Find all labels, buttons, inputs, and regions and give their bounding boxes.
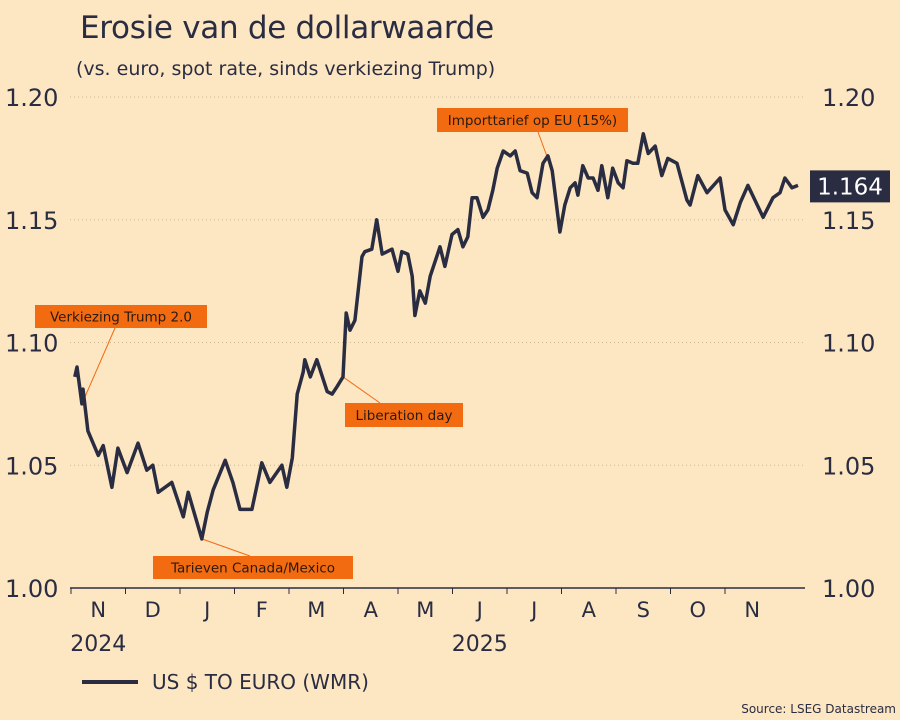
annotation-box — [153, 556, 353, 579]
annotation-leader — [342, 376, 381, 404]
y-tick-label-right: 1.15 — [822, 207, 875, 235]
last-value-box — [810, 170, 890, 203]
y-tick-label-right: 1.00 — [822, 575, 875, 603]
annotation-label: Importtarief op EU (15%) — [448, 113, 617, 129]
x-tick-label: S — [637, 598, 650, 622]
y-tick-label-right: 1.10 — [822, 330, 875, 358]
y-tick-label-left: 1.05 — [5, 452, 58, 480]
x-tick-label: N — [744, 598, 760, 622]
series-line-usd-euro — [73, 132, 799, 541]
annotation-box — [35, 305, 207, 328]
x-tick-label: A — [364, 598, 379, 622]
y-tick-label-left: 1.15 — [5, 207, 58, 235]
y-tick-label-right: 1.05 — [822, 452, 875, 480]
last-value-label: 1.164 — [817, 174, 883, 200]
x-tick-label: J — [202, 598, 210, 622]
x-tick-label: F — [256, 598, 268, 622]
x-tick-label: J — [475, 598, 483, 622]
annotation-box — [345, 403, 463, 427]
chart-title: Erosie van de dollarwaarde — [80, 10, 494, 46]
x-tick-label: D — [145, 598, 161, 622]
x-tick-label: M — [307, 598, 325, 622]
annotation-label: Liberation day — [356, 408, 453, 424]
x-tick-label: A — [582, 598, 597, 622]
year-label: 2024 — [70, 632, 126, 657]
x-tick-label: J — [529, 598, 537, 622]
y-tick-label-left: 1.00 — [5, 575, 58, 603]
x-tick-label: N — [90, 598, 106, 622]
annotation-leader — [81, 327, 116, 405]
legend-label: US $ TO EURO (WMR) — [152, 670, 369, 694]
x-tick-label: M — [416, 598, 434, 622]
y-tick-label-right: 1.20 — [822, 84, 875, 112]
chart-subtitle: (vs. euro, spot rate, sinds verkiezing T… — [76, 58, 496, 80]
year-label: 2025 — [452, 632, 508, 657]
source-note: Source: LSEG Datastream — [741, 702, 896, 716]
y-tick-label-left: 1.20 — [5, 84, 58, 112]
x-tick-label: O — [689, 598, 706, 622]
annotation-label: Verkiezing Trump 2.0 — [50, 310, 192, 326]
annotation-label: Tarieven Canada/Mexico — [170, 561, 335, 577]
annotation-box — [437, 108, 628, 132]
y-tick-label-left: 1.10 — [5, 330, 58, 358]
annotation-leader — [201, 538, 251, 557]
legend: US $ TO EURO (WMR) — [82, 670, 369, 694]
legend-swatch — [82, 680, 138, 684]
